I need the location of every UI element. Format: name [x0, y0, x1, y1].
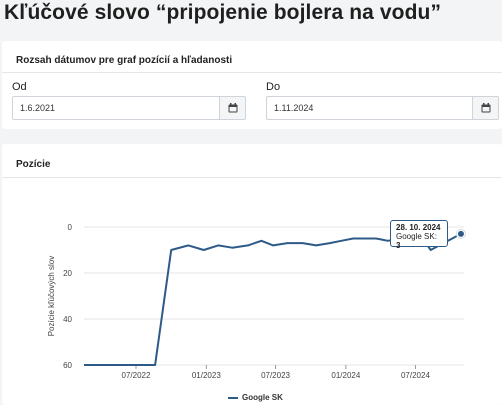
tooltip-date: 28. 10. 2024 — [396, 223, 441, 232]
date-range-divider — [2, 72, 502, 73]
positions-chart[interactable]: 0 20 40 60 07/2022 01/2023 07/2023 01/2024 07/20… — [2, 178, 502, 405]
from-date-field[interactable]: 1.6.2021 — [12, 96, 246, 120]
y-tick-label: 60 — [63, 361, 72, 370]
chart-legend[interactable]: Google SK — [228, 393, 283, 402]
calendar-icon — [228, 103, 237, 113]
series-line-google-sk — [84, 233, 462, 366]
from-calendar-button[interactable] — [219, 97, 245, 119]
tooltip-series: Google SK — [396, 232, 435, 241]
x-tick-label: 07/2022 — [122, 371, 151, 380]
to-date-value: 1.11.2024 — [274, 103, 314, 113]
x-tick-label: 07/2023 — [261, 371, 290, 380]
x-tick-label: 01/2023 — [192, 371, 221, 380]
date-range-title: Rozsah dátumov pre graf pozícií a hľadan… — [16, 55, 233, 66]
date-range-card: Rozsah dátumov pre graf pozícií a hľadan… — [2, 41, 502, 129]
x-tick-label: 01/2024 — [331, 371, 360, 380]
y-tick-label: 20 — [63, 269, 72, 278]
chart-tooltip: 28. 10. 2024 Google SK: 3 — [390, 220, 448, 250]
calendar-icon — [481, 103, 490, 113]
page-title: Kľúčové slovo “pripojenie bojlera na vod… — [4, 1, 442, 24]
positions-card: Pozície 0 20 40 60 07/2022 01/2023 07/2023 01/2… — [2, 144, 502, 405]
x-tick-label: 07/2024 — [401, 371, 430, 380]
positions-divider — [2, 177, 502, 178]
y-axis-label: Pozície kľúčových slov — [47, 256, 56, 337]
positions-title: Pozície — [16, 159, 51, 170]
to-date-field[interactable]: 1.11.2024 — [266, 96, 499, 120]
legend-label: Google SK — [242, 393, 283, 402]
y-tick-label: 0 — [68, 223, 73, 232]
legend-swatch — [228, 396, 238, 399]
to-calendar-button[interactable] — [472, 97, 498, 119]
tooltip-value: 3 — [396, 241, 401, 250]
y-tick-label: 40 — [63, 315, 72, 324]
highlight-point — [456, 229, 465, 238]
from-label: Od — [12, 81, 27, 93]
to-label: Do — [266, 81, 281, 93]
from-date-value: 1.6.2021 — [20, 103, 56, 113]
